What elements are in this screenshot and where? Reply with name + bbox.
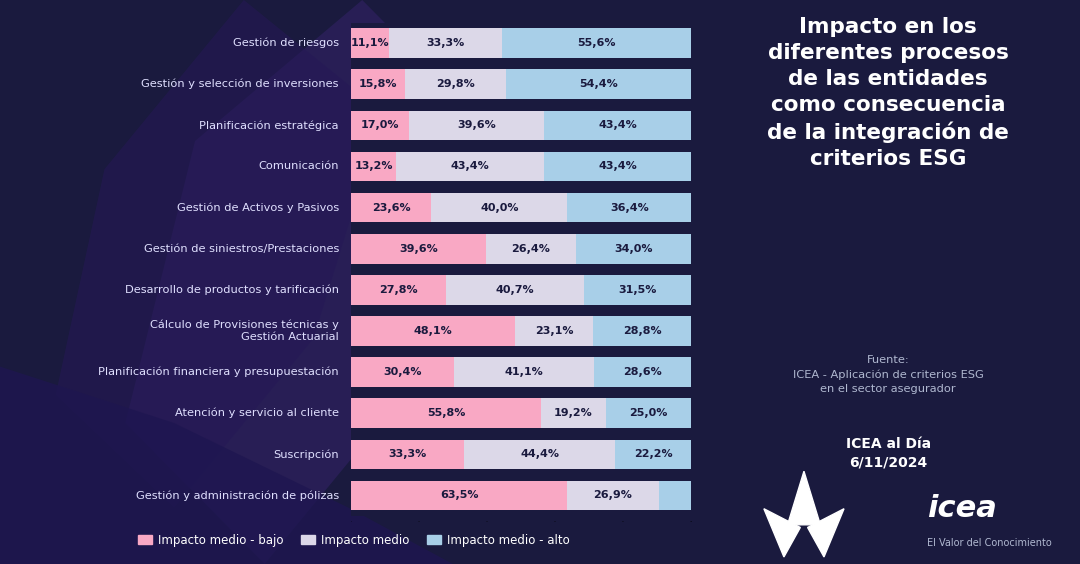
Text: 25,0%: 25,0% <box>630 408 667 418</box>
Text: 22,2%: 22,2% <box>634 450 673 459</box>
Text: 19,2%: 19,2% <box>554 408 593 418</box>
Text: El Valor del Conocimiento: El Valor del Conocimiento <box>927 538 1052 548</box>
Text: 48,1%: 48,1% <box>414 326 453 336</box>
Text: 43,4%: 43,4% <box>598 161 637 171</box>
Bar <box>567 193 691 222</box>
Bar <box>351 316 515 346</box>
Polygon shape <box>764 509 800 557</box>
Text: 23,1%: 23,1% <box>535 326 573 336</box>
Text: Fuente:
ICEA - Aplicación de criterios ESG
en el sector asegurador: Fuente: ICEA - Aplicación de criterios E… <box>793 355 984 394</box>
Text: 26,9%: 26,9% <box>593 491 632 500</box>
Bar <box>351 398 541 428</box>
Polygon shape <box>125 0 501 564</box>
Legend: Impacto medio - bajo, Impacto medio, Impacto medio - alto: Impacto medio - bajo, Impacto medio, Imp… <box>133 529 575 551</box>
Text: 13,2%: 13,2% <box>354 161 393 171</box>
Bar <box>405 69 507 99</box>
Text: 26,4%: 26,4% <box>511 244 550 254</box>
Bar <box>351 111 409 140</box>
Bar <box>659 481 691 510</box>
Text: Desarrollo de productos y tarificación: Desarrollo de productos y tarificación <box>125 285 339 295</box>
Text: 29,8%: 29,8% <box>436 80 475 89</box>
Bar <box>567 481 659 510</box>
Bar <box>431 193 567 222</box>
Text: Cálculo de Provisiones técnicas y
Gestión Actuarial: Cálculo de Provisiones técnicas y Gestió… <box>150 320 339 342</box>
Text: 28,8%: 28,8% <box>623 326 662 336</box>
Text: 43,4%: 43,4% <box>450 161 489 171</box>
Text: 34,0%: 34,0% <box>615 244 652 254</box>
Bar <box>389 28 502 58</box>
Text: 39,6%: 39,6% <box>399 244 437 254</box>
Text: 40,7%: 40,7% <box>496 285 535 295</box>
Bar <box>507 69 691 99</box>
Text: 23,6%: 23,6% <box>372 202 410 213</box>
Bar <box>594 358 691 387</box>
Text: 54,4%: 54,4% <box>579 80 618 89</box>
Text: 27,8%: 27,8% <box>379 285 418 295</box>
Text: 33,3%: 33,3% <box>389 450 427 459</box>
Text: Gestión de Activos y Pasivos: Gestión de Activos y Pasivos <box>177 202 339 213</box>
Bar <box>351 358 455 387</box>
Bar <box>616 439 691 469</box>
Bar <box>409 111 543 140</box>
Bar <box>502 28 691 58</box>
Text: Planificación estratégica: Planificación estratégica <box>200 120 339 131</box>
Bar <box>541 398 606 428</box>
Polygon shape <box>0 367 453 564</box>
Text: 28,6%: 28,6% <box>623 367 662 377</box>
Bar <box>351 439 464 469</box>
Text: 63,5%: 63,5% <box>440 491 478 500</box>
Bar <box>396 152 543 181</box>
Text: 55,8%: 55,8% <box>427 408 465 418</box>
Text: 55,6%: 55,6% <box>578 38 616 48</box>
Text: 43,4%: 43,4% <box>598 120 637 130</box>
Bar <box>351 481 567 510</box>
Text: 11,1%: 11,1% <box>351 38 389 48</box>
Bar <box>351 193 431 222</box>
Bar <box>351 28 389 58</box>
Bar <box>351 69 405 99</box>
Text: icea: icea <box>927 495 997 523</box>
Text: 39,6%: 39,6% <box>457 120 496 130</box>
Bar <box>606 398 691 428</box>
Polygon shape <box>56 0 383 508</box>
Text: Atención y servicio al cliente: Atención y servicio al cliente <box>175 408 339 418</box>
Text: 15,8%: 15,8% <box>359 80 397 89</box>
Text: Gestión de siniestros/Prestaciones: Gestión de siniestros/Prestaciones <box>144 244 339 254</box>
Bar <box>455 358 594 387</box>
Bar <box>446 275 584 305</box>
Polygon shape <box>787 472 821 525</box>
Text: 41,1%: 41,1% <box>505 367 543 377</box>
Text: 30,4%: 30,4% <box>383 367 422 377</box>
Text: 31,5%: 31,5% <box>619 285 657 295</box>
Bar <box>486 234 576 263</box>
Polygon shape <box>808 509 843 557</box>
Bar <box>464 439 616 469</box>
Bar <box>584 275 691 305</box>
Text: 36,4%: 36,4% <box>610 202 649 213</box>
Bar <box>351 152 396 181</box>
Text: Impacto en los
diferentes procesos
de las entidades
como consecuencia
de la inte: Impacto en los diferentes procesos de la… <box>768 17 1009 169</box>
Text: Gestión y selección de inversiones: Gestión y selección de inversiones <box>141 79 339 90</box>
Bar <box>543 111 691 140</box>
Bar <box>576 234 691 263</box>
Text: Gestión y administración de pólizas: Gestión y administración de pólizas <box>136 490 339 501</box>
Text: Gestión de riesgos: Gestión de riesgos <box>233 38 339 49</box>
Bar <box>593 316 691 346</box>
Text: ICEA al Día
6/11/2024: ICEA al Día 6/11/2024 <box>846 437 931 469</box>
Bar <box>515 316 593 346</box>
Text: Planificación financiera y presupuestación: Planificación financiera y presupuestaci… <box>98 367 339 377</box>
Text: 17,0%: 17,0% <box>361 120 400 130</box>
Bar <box>351 275 446 305</box>
Bar <box>351 234 486 263</box>
Text: 40,0%: 40,0% <box>481 202 518 213</box>
Bar <box>543 152 691 181</box>
Text: Comunicación: Comunicación <box>258 161 339 171</box>
Text: 33,3%: 33,3% <box>427 38 464 48</box>
Text: 44,4%: 44,4% <box>521 450 559 459</box>
Text: Suscripción: Suscripción <box>273 449 339 460</box>
